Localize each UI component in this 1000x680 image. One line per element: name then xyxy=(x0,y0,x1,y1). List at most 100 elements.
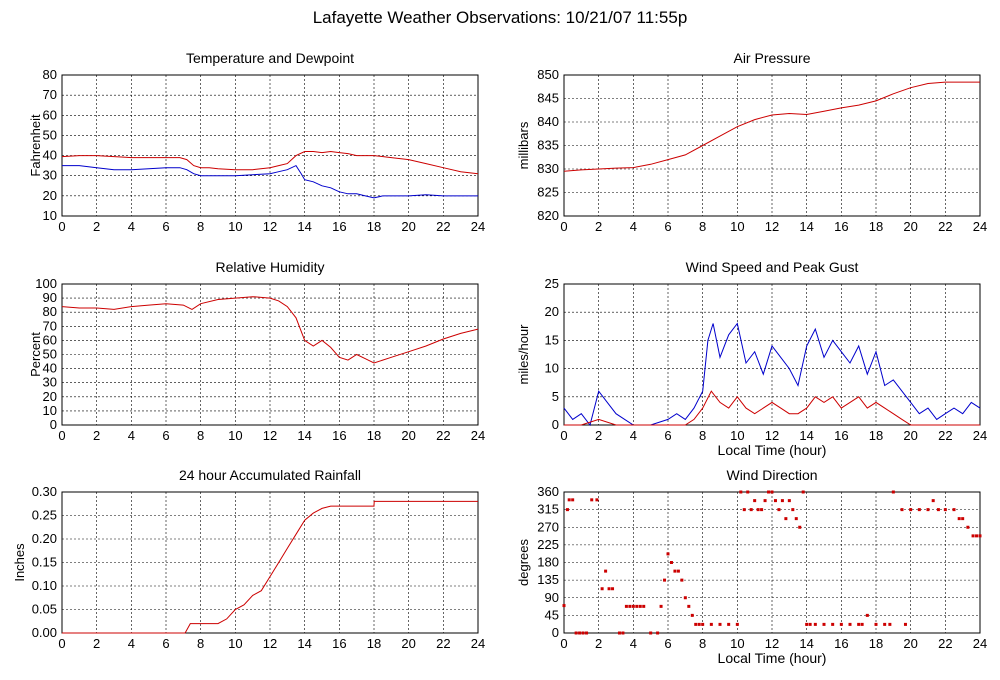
direction-point xyxy=(883,622,887,626)
direction-point xyxy=(787,499,791,503)
pressure-ylabel: millibars xyxy=(516,121,531,169)
rain-xtick-label: 4 xyxy=(128,636,135,651)
direction-point xyxy=(666,552,670,556)
direction-point xyxy=(957,517,961,521)
humidity-xtick-label: 20 xyxy=(401,428,415,443)
temp-xtick-label: 0 xyxy=(58,219,65,234)
rain-ylabel: Inches xyxy=(12,543,27,582)
wind-xlabel: Local Time (hour) xyxy=(718,442,827,458)
wind-xtick-label: 0 xyxy=(560,428,567,443)
direction-point xyxy=(874,622,878,626)
rain-xtick-label: 0 xyxy=(58,636,65,651)
temp-xtick-label: 6 xyxy=(162,219,169,234)
wind-plot-frame xyxy=(563,283,981,426)
direction-title: Wind Direction xyxy=(726,467,817,483)
direction-point xyxy=(727,622,731,626)
direction-xtick-label: 20 xyxy=(903,636,917,651)
direction-point xyxy=(961,517,965,521)
direction-point xyxy=(975,534,979,538)
direction-ytick-label: 270 xyxy=(537,519,559,534)
humidity-xtick-label: 22 xyxy=(436,428,450,443)
humidity-ytick-label: 0 xyxy=(50,417,57,432)
direction-point xyxy=(578,631,582,635)
direction-xtick-label: 16 xyxy=(834,636,848,651)
direction-point xyxy=(574,631,578,635)
direction-ytick-label: 135 xyxy=(537,572,559,587)
humidity-ytick-label: 80 xyxy=(43,304,57,319)
direction-ytick-label: 0 xyxy=(552,625,559,640)
direction-ytick-label: 360 xyxy=(537,484,559,499)
pressure-ytick-label: 835 xyxy=(537,138,559,153)
wind-ytick-label: 15 xyxy=(545,332,559,347)
pressure-xtick-label: 12 xyxy=(765,219,779,234)
temp-ytick-label: 30 xyxy=(43,168,57,183)
temp-xtick-label: 10 xyxy=(228,219,242,234)
humidity-ytick-label: 20 xyxy=(43,389,57,404)
wind-ylabel: miles/hour xyxy=(516,324,531,385)
humidity-ytick-label: 30 xyxy=(43,375,57,390)
rain-xtick-label: 20 xyxy=(401,636,415,651)
direction-point xyxy=(600,587,604,591)
direction-point xyxy=(611,587,615,591)
temp-series-line-0 xyxy=(61,150,479,175)
rain-ytick-label: 0.15 xyxy=(32,555,57,570)
direction-xtick-label: 12 xyxy=(765,636,779,651)
direction-point xyxy=(585,631,589,635)
wind-series-line-1 xyxy=(564,390,980,426)
temp-xtick-label: 4 xyxy=(128,219,135,234)
direction-xtick-label: 4 xyxy=(630,636,637,651)
humidity-xtick-label: 14 xyxy=(297,428,311,443)
wind-xtick-label: 16 xyxy=(834,428,848,443)
direction-ytick-label: 45 xyxy=(545,607,559,622)
wind-xtick-label: 20 xyxy=(903,428,917,443)
direction-point xyxy=(903,622,907,626)
rain-xtick-label: 14 xyxy=(297,636,311,651)
rain-xtick-label: 2 xyxy=(93,636,100,651)
direction-point xyxy=(888,622,892,626)
direction-point xyxy=(638,604,642,608)
temp-xtick-label: 8 xyxy=(197,219,204,234)
direction-point xyxy=(709,622,713,626)
wind-xtick-label: 8 xyxy=(699,428,706,443)
direction-xlabel: Local Time (hour) xyxy=(718,650,827,666)
direction-point xyxy=(756,508,760,512)
direction-point xyxy=(628,604,632,608)
rain-ytick-label: 0.20 xyxy=(32,531,57,546)
direction-point xyxy=(931,499,935,503)
humidity-title: Relative Humidity xyxy=(216,259,325,275)
direction-point xyxy=(777,508,781,512)
rain-ytick-label: 0.10 xyxy=(32,578,57,593)
direction-point xyxy=(663,578,667,582)
pressure-xtick-label: 10 xyxy=(730,219,744,234)
wind-xtick-label: 24 xyxy=(973,428,987,443)
direction-point xyxy=(739,490,743,494)
pressure-xtick-label: 8 xyxy=(699,219,706,234)
temp-title: Temperature and Dewpoint xyxy=(186,50,354,66)
wind-ytick-label: 5 xyxy=(552,389,559,404)
rain-ytick-label: 0.30 xyxy=(32,484,57,499)
direction-point xyxy=(690,613,694,617)
direction-point xyxy=(735,622,739,626)
direction-point xyxy=(742,508,746,512)
direction-xtick-label: 22 xyxy=(938,636,952,651)
direction-point xyxy=(773,499,777,503)
temp-ytick-label: 40 xyxy=(43,148,57,163)
wind-ytick-label: 0 xyxy=(552,417,559,432)
direction-ytick-label: 315 xyxy=(537,502,559,517)
pressure-xtick-label: 20 xyxy=(903,219,917,234)
pressure-series-line-0 xyxy=(563,81,980,172)
temp-xtick-label: 12 xyxy=(263,219,277,234)
temp-xtick-label: 24 xyxy=(471,219,485,234)
direction-point xyxy=(680,578,684,582)
direction-xtick-label: 24 xyxy=(973,636,987,651)
humidity-xtick-label: 2 xyxy=(93,428,100,443)
direction-point xyxy=(808,622,812,626)
direction-point xyxy=(770,490,774,494)
direction-xtick-label: 8 xyxy=(699,636,706,651)
pressure-title: Air Pressure xyxy=(733,50,810,66)
direction-point xyxy=(567,498,571,502)
direction-point xyxy=(794,517,798,521)
direction-point xyxy=(617,631,621,635)
